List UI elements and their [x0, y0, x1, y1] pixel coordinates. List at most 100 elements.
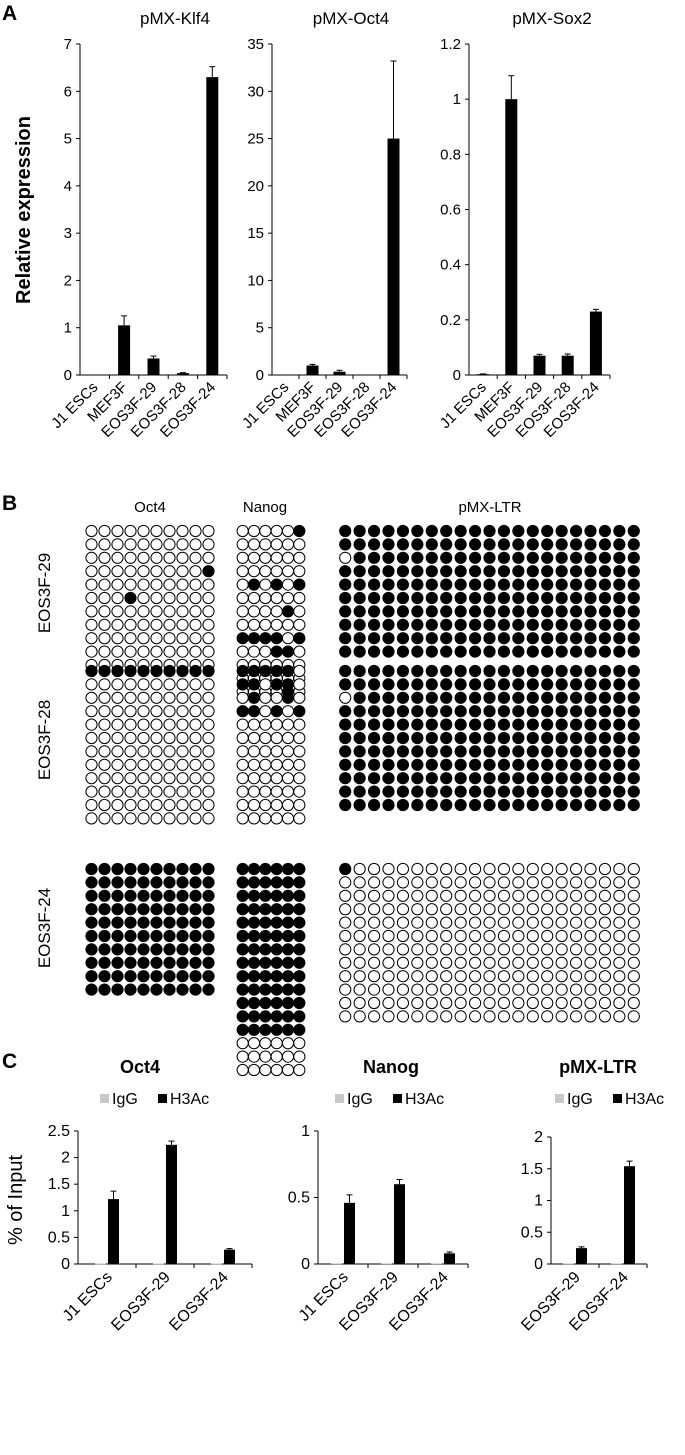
cpg-methylated	[293, 524, 306, 538]
cpg-methylated	[598, 678, 612, 691]
cpg-unmethylated	[176, 678, 189, 691]
cpg-methylated	[454, 632, 467, 645]
cpg-methylated	[468, 745, 482, 758]
y-tick-label: 5	[64, 131, 72, 148]
cpg-methylated	[454, 578, 467, 591]
cpg-unmethylated	[425, 903, 438, 916]
cpg-unmethylated	[150, 678, 163, 691]
cpg-methylated	[483, 758, 496, 771]
cpg-methylated	[526, 678, 539, 691]
cpg-methylated	[98, 889, 111, 902]
cpg-unmethylated	[396, 970, 410, 983]
bar	[561, 355, 574, 375]
cpg-unmethylated	[497, 1010, 511, 1023]
panel-label-b: B	[2, 492, 17, 515]
cpg-methylated	[555, 772, 568, 785]
cpg-methylated	[281, 983, 295, 996]
cpg-methylated	[382, 745, 395, 758]
cpg-methylated	[98, 876, 111, 889]
cpg-unmethylated	[454, 1010, 467, 1023]
cpg-methylated	[497, 705, 511, 718]
cpg-methylated	[454, 731, 467, 745]
cpg-unmethylated	[270, 745, 283, 758]
cpg-unmethylated	[202, 618, 215, 631]
cpg-methylated	[512, 565, 525, 578]
cpg-unmethylated	[270, 538, 283, 551]
cpg-methylated	[526, 605, 539, 618]
cpg-methylated	[293, 929, 306, 943]
cpg-methylated	[411, 551, 424, 564]
cpg-methylated	[454, 785, 467, 798]
cpg-unmethylated	[189, 705, 202, 718]
y-tick-label: 1	[453, 91, 461, 108]
cpg-methylated	[247, 691, 261, 704]
cpg-unmethylated	[163, 758, 176, 771]
cpg-methylated	[382, 758, 395, 771]
y-tick-label: 0	[453, 367, 461, 384]
cpg-methylated	[483, 565, 496, 578]
cpg-unmethylated	[454, 876, 467, 889]
cpg-methylated	[512, 618, 525, 631]
cpg-methylated	[202, 983, 215, 996]
cpg-unmethylated	[236, 731, 249, 745]
bar	[147, 358, 160, 375]
cpg-unmethylated	[236, 565, 249, 578]
cpg-methylated	[396, 538, 410, 551]
cpg-methylated	[526, 785, 539, 798]
cpg-methylated	[396, 691, 410, 704]
cpg-unmethylated	[189, 565, 202, 578]
cpg-unmethylated	[124, 718, 137, 731]
cpg-methylated	[468, 678, 482, 691]
cpg-methylated	[569, 551, 583, 564]
cpg-methylated	[598, 618, 612, 631]
cpg-unmethylated	[512, 889, 525, 902]
legend-swatch	[158, 1094, 167, 1103]
cpg-unmethylated	[163, 772, 176, 785]
cpg-methylated	[396, 664, 410, 678]
cpg-methylated	[150, 916, 163, 929]
cpg-unmethylated	[541, 970, 554, 983]
cpg-unmethylated	[270, 772, 283, 785]
y-tick-label: 0.5	[48, 1229, 70, 1246]
cpg-unmethylated	[124, 758, 137, 771]
cpg-methylated	[569, 645, 583, 658]
cpg-unmethylated	[111, 551, 124, 564]
y-tick-label: 0	[301, 1256, 310, 1273]
cpg-methylated	[189, 876, 202, 889]
cpg-unmethylated	[411, 876, 424, 889]
cpg-unmethylated	[293, 618, 306, 631]
cpg-unmethylated	[613, 876, 626, 889]
cpg-unmethylated	[584, 889, 597, 902]
cpg-unmethylated	[176, 718, 189, 731]
cpg-unmethylated	[150, 745, 163, 758]
methylation-column-title: pMX-LTR	[458, 499, 521, 516]
cpg-methylated	[396, 645, 410, 658]
cpg-unmethylated	[124, 785, 137, 798]
cpg-methylated	[526, 578, 539, 591]
cpg-methylated	[281, 970, 295, 983]
cpg-methylated	[584, 745, 597, 758]
cpg-unmethylated	[281, 758, 295, 771]
cpg-methylated	[396, 605, 410, 618]
methylation-panel: Oct4 Nanog pMX-LTR EOS3F-29 EOS3F-28 EOS3F-24	[35, 499, 640, 1077]
cpg-methylated	[584, 678, 597, 691]
cpg-unmethylated	[270, 618, 283, 631]
legend-swatch	[100, 1094, 109, 1103]
cpg-methylated	[440, 524, 453, 538]
cpg-unmethylated	[137, 745, 150, 758]
cpg-methylated	[339, 758, 352, 771]
cpg-methylated	[483, 524, 496, 538]
cpg-unmethylated	[569, 876, 583, 889]
cpg-unmethylated	[176, 618, 189, 631]
cpg-methylated	[526, 691, 539, 704]
cpg-methylated	[247, 876, 261, 889]
cpg-methylated	[569, 691, 583, 704]
cpg-unmethylated	[189, 618, 202, 631]
cpg-unmethylated	[425, 876, 438, 889]
cpg-methylated	[555, 578, 568, 591]
cpg-methylated	[236, 970, 249, 983]
cpg-unmethylated	[111, 718, 124, 731]
cpg-methylated	[598, 758, 612, 771]
cpg-unmethylated	[598, 943, 612, 956]
bar	[206, 77, 219, 375]
